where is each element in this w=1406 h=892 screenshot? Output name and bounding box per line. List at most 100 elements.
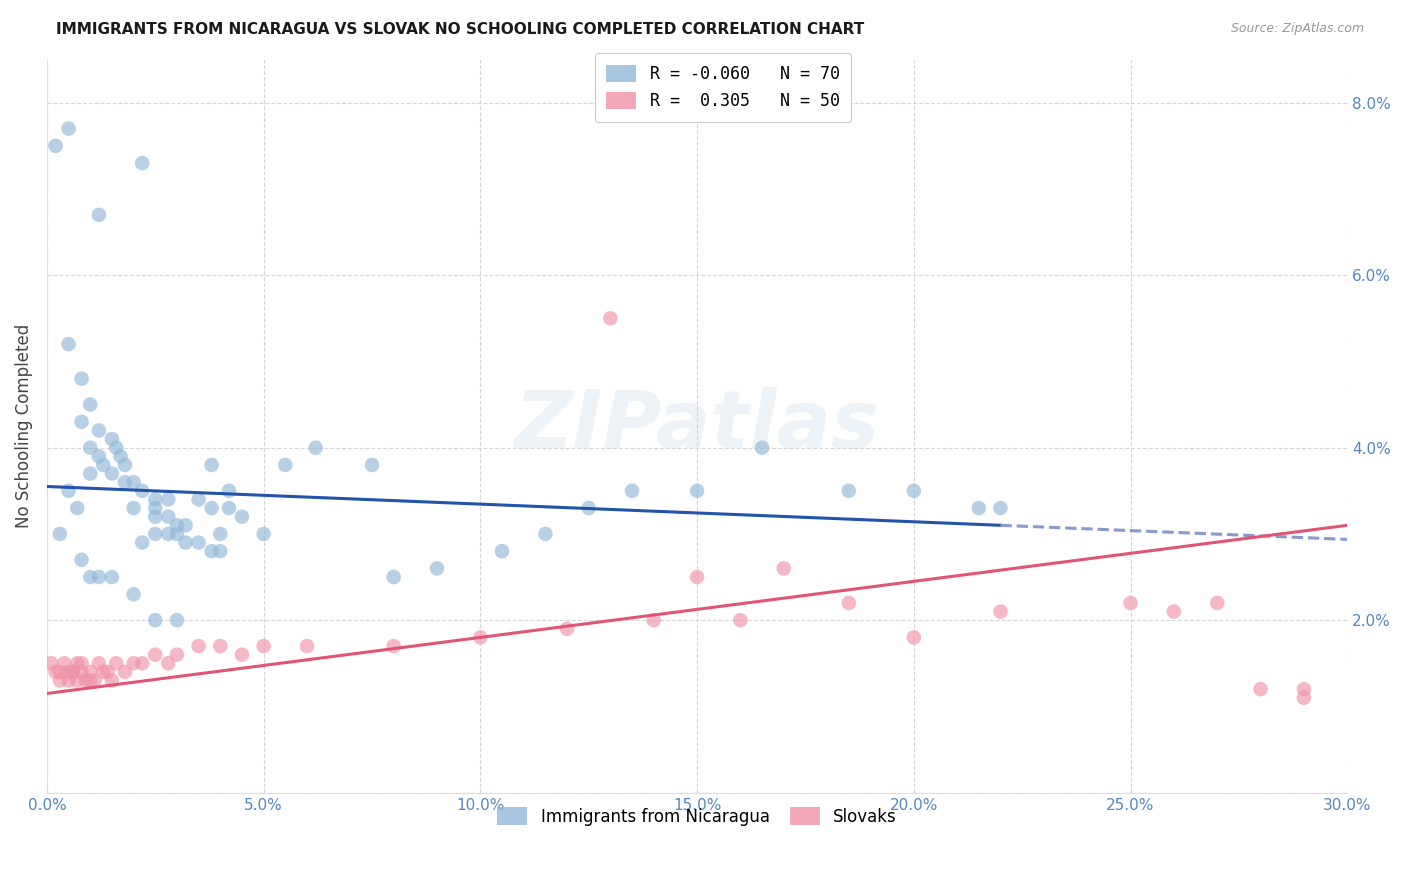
Point [174,518,197,533]
Point [131,156,153,170]
Point [967,501,990,516]
Point [274,458,297,472]
Point [382,570,405,584]
Point [122,587,145,601]
Point [45,138,67,153]
Point [643,613,665,627]
Point [903,631,925,645]
Point [534,527,557,541]
Point [58,665,80,679]
Point [53,657,76,671]
Point [58,673,80,688]
Point [131,657,153,671]
Point [114,475,136,490]
Point [79,467,101,481]
Point [990,605,1012,619]
Point [79,441,101,455]
Point [58,483,80,498]
Point [39,657,62,671]
Legend: Immigrants from Nicaragua, Slovaks: Immigrants from Nicaragua, Slovaks [488,797,907,836]
Text: ZIPatlas: ZIPatlas [515,387,880,465]
Point [70,372,93,386]
Point [1163,605,1185,619]
Point [70,665,93,679]
Point [49,665,72,679]
Point [903,483,925,498]
Point [58,121,80,136]
Point [79,665,101,679]
Point [143,613,166,627]
Point [426,561,449,575]
Point [143,492,166,507]
Point [157,527,180,541]
Point [187,639,209,653]
Point [91,458,114,472]
Point [70,553,93,567]
Point [87,570,110,584]
Point [686,483,709,498]
Point [772,561,794,575]
Point [143,501,166,516]
Point [231,648,253,662]
Point [87,208,110,222]
Point [990,501,1012,516]
Point [101,432,124,446]
Point [157,657,180,671]
Point [105,441,128,455]
Point [87,450,110,464]
Point [87,657,110,671]
Point [838,596,860,610]
Point [114,458,136,472]
Point [686,570,709,584]
Point [66,501,89,516]
Point [110,450,132,464]
Point [187,535,209,549]
Point [122,657,145,671]
Point [201,458,224,472]
Point [105,657,128,671]
Point [1292,690,1315,705]
Point [66,657,89,671]
Point [62,665,84,679]
Point [555,622,578,636]
Point [49,673,72,688]
Point [91,665,114,679]
Point [97,665,120,679]
Point [209,527,232,541]
Point [361,458,384,472]
Point [1250,682,1272,697]
Point [166,527,188,541]
Point [166,648,188,662]
Point [174,535,197,549]
Text: IMMIGRANTS FROM NICARAGUA VS SLOVAK NO SCHOOLING COMPLETED CORRELATION CHART: IMMIGRANTS FROM NICARAGUA VS SLOVAK NO S… [56,22,865,37]
Point [143,509,166,524]
Point [45,665,67,679]
Point [470,631,492,645]
Point [201,501,224,516]
Point [621,483,644,498]
Point [122,501,145,516]
Point [252,527,274,541]
Text: Source: ZipAtlas.com: Source: ZipAtlas.com [1230,22,1364,36]
Point [166,518,188,533]
Point [131,535,153,549]
Point [201,544,224,558]
Point [79,673,101,688]
Point [218,483,240,498]
Point [751,441,773,455]
Point [295,639,318,653]
Point [143,648,166,662]
Point [304,441,326,455]
Point [143,527,166,541]
Point [599,311,621,326]
Y-axis label: No Schooling Completed: No Schooling Completed [15,324,32,528]
Point [101,673,124,688]
Point [114,665,136,679]
Point [231,509,253,524]
Point [1206,596,1229,610]
Point [58,337,80,351]
Point [66,673,89,688]
Point [101,570,124,584]
Point [75,673,97,688]
Point [122,475,145,490]
